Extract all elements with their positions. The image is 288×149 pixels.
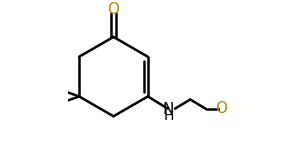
Text: N: N: [163, 102, 174, 117]
Text: O: O: [215, 101, 227, 116]
Text: H: H: [163, 109, 174, 123]
Text: O: O: [107, 2, 120, 17]
